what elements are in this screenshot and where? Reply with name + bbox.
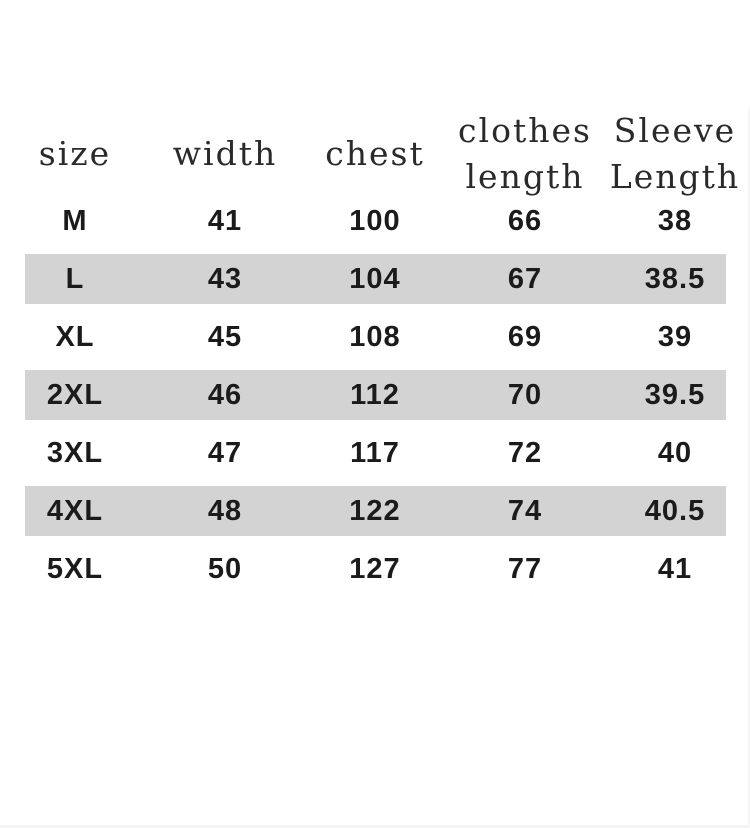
size-chart-table: size width chest clothes length Sleeve L… <box>0 108 750 598</box>
size-cell: XL <box>55 320 95 353</box>
header-cell-clothes-length: clothes length <box>450 108 600 200</box>
header-cell-chest: chest <box>300 131 450 177</box>
width-cell: 43 <box>207 262 243 295</box>
photo-right-edge <box>748 108 750 828</box>
table-row: M 41 100 66 38 <box>0 192 750 250</box>
width-cell: 41 <box>207 204 243 237</box>
header-cell-width: width <box>150 131 300 177</box>
chest-cell: 108 <box>349 320 401 353</box>
size-cell: 3XL <box>46 436 104 469</box>
chest-cell: 112 <box>350 378 400 411</box>
clothes-length-cell: 66 <box>507 204 543 237</box>
size-cell: 4XL <box>46 494 104 527</box>
sleeve-length-cell: 38.5 <box>644 262 706 295</box>
width-cell: 45 <box>207 320 243 353</box>
header-label: length <box>465 157 585 196</box>
clothes-length-cell: 77 <box>507 552 543 585</box>
table-row: 4XL 48 122 74 40.5 <box>0 482 750 540</box>
header-label: Sleeve <box>613 111 737 150</box>
width-cell: 47 <box>207 436 243 469</box>
size-cell: L <box>65 262 85 295</box>
table-row: 5XL 50 127 77 41 <box>0 540 750 598</box>
clothes-length-cell: 74 <box>507 494 543 527</box>
width-cell: 48 <box>207 494 243 527</box>
header-label: clothes <box>458 111 592 150</box>
header-label: Length <box>609 157 741 196</box>
chest-cell: 104 <box>349 262 401 295</box>
size-cell: 2XL <box>46 378 104 411</box>
sleeve-length-cell: 40 <box>657 436 693 469</box>
clothes-length-cell: 72 <box>507 436 543 469</box>
clothes-length-cell: 67 <box>507 262 543 295</box>
width-cell: 46 <box>207 378 243 411</box>
header-label: size <box>38 134 112 173</box>
size-cell: 5XL <box>46 552 104 585</box>
clothes-length-cell: 70 <box>507 378 543 411</box>
sleeve-length-cell: 41 <box>657 552 693 585</box>
header-cell-size: size <box>0 131 150 177</box>
chest-cell: 117 <box>350 436 400 469</box>
header-row: size width chest clothes length Sleeve L… <box>0 108 750 196</box>
sleeve-length-cell: 40.5 <box>644 494 706 527</box>
size-cell: M <box>62 204 88 237</box>
header-label: width <box>172 134 278 173</box>
chest-cell: 127 <box>349 552 401 585</box>
table-row: L 43 104 67 38.5 <box>0 250 750 308</box>
table-row: 3XL 47 117 72 40 <box>0 424 750 482</box>
header-cell-sleeve-length: Sleeve Length <box>600 108 750 200</box>
table-row: XL 45 108 69 39 <box>0 308 750 366</box>
clothes-length-cell: 69 <box>507 320 543 353</box>
header-label: chest <box>325 134 425 173</box>
chest-cell: 100 <box>349 204 401 237</box>
sleeve-length-cell: 39 <box>657 320 693 353</box>
sleeve-length-cell: 38 <box>657 204 693 237</box>
width-cell: 50 <box>207 552 243 585</box>
table-row: 2XL 46 112 70 39.5 <box>0 366 750 424</box>
chest-cell: 122 <box>349 494 401 527</box>
sleeve-length-cell: 39.5 <box>644 378 706 411</box>
